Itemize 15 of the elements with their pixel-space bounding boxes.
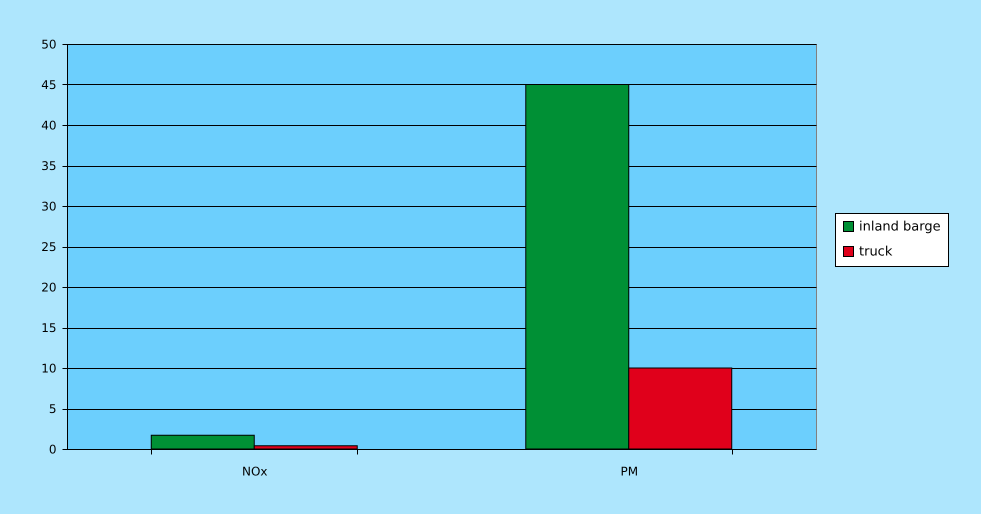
y-tick-label: 10 [41, 362, 56, 376]
y-tick-label: 20 [41, 280, 56, 294]
y-tick-label: 25 [41, 240, 56, 254]
y-tick-label: 45 [41, 78, 56, 92]
y-tick-label: 0 [48, 442, 56, 456]
x-tick-label: PM [620, 464, 638, 478]
legend-label: truck [859, 244, 893, 260]
y-tick-label: 35 [41, 159, 56, 173]
legend-label: inland barge [859, 220, 941, 234]
y-tick-label: 50 [41, 38, 56, 52]
x-tick-label: NOx [242, 464, 268, 478]
y-tick-label: 30 [41, 200, 56, 214]
y-tick-label: 40 [41, 118, 56, 132]
y-tick-label: 5 [48, 402, 56, 416]
y-tick-label: 15 [41, 321, 56, 335]
